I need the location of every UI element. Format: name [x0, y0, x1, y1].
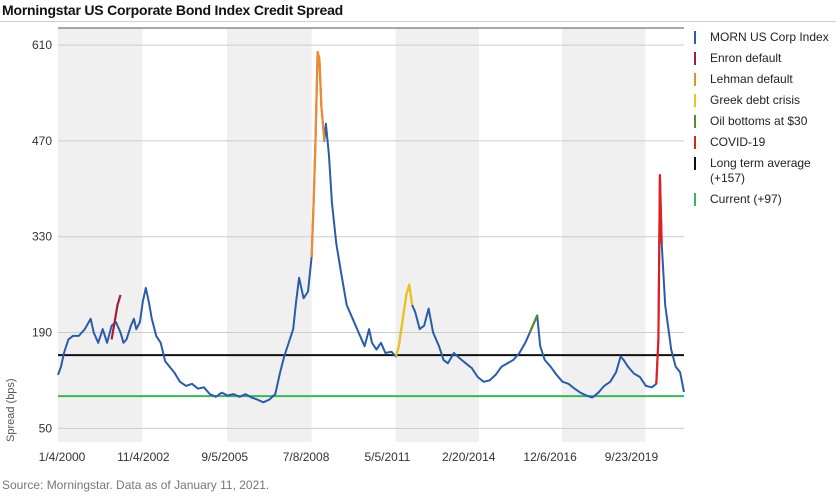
- legend-item: Current (+97): [692, 192, 836, 207]
- legend-label: Long term average (+157): [710, 156, 811, 185]
- legend-label: Enron default: [710, 51, 782, 65]
- legend-label: Oil bottoms at $30: [710, 114, 808, 128]
- series-line-3: [394, 283, 414, 357]
- legend-label: MORN US Corp Index: [710, 30, 829, 44]
- shaded-period-2: [395, 28, 479, 442]
- legend-label: Greek debt crisis: [710, 93, 801, 107]
- series-line-2: [310, 50, 326, 258]
- shaded-period-3: [561, 28, 646, 442]
- y-tick-label: 330: [32, 230, 52, 244]
- title-divider: [0, 21, 836, 22]
- legend-item: Long term average (+157): [692, 156, 836, 186]
- legend-swatch: [694, 73, 696, 86]
- series-lines: [57, 50, 685, 404]
- legend-item: MORN US Corp Index: [692, 30, 836, 45]
- reference-lines: [58, 354, 684, 398]
- shaded-period-0: [58, 28, 143, 442]
- spread-chart: 50 190 330 470 610 1/4/2000 11/4/2002 9/5/2005…: [5, 27, 685, 464]
- legend-item: Lehman default: [692, 72, 836, 87]
- legend-swatch: [694, 193, 696, 206]
- x-tick-label: 1/4/2000: [39, 450, 86, 464]
- y-axis-label: Spread (bps): [5, 378, 17, 442]
- x-tick-label: 11/4/2002: [117, 450, 170, 464]
- y-tick-label: 610: [32, 38, 52, 52]
- x-tick-label: 9/5/2005: [201, 450, 248, 464]
- legend-item: Enron default: [692, 51, 836, 66]
- legend-swatch: [694, 157, 696, 170]
- shaded-period-1: [227, 28, 312, 442]
- x-tick-label: 7/8/2008: [283, 450, 330, 464]
- y-tick-label: 190: [32, 326, 52, 340]
- y-tick-label: 50: [39, 421, 53, 435]
- series-line-1: [110, 294, 122, 340]
- shaded-periods: [58, 28, 646, 442]
- legend-swatch: [694, 115, 696, 128]
- legend-item: Greek debt crisis: [692, 93, 836, 108]
- series-line-0: [57, 51, 685, 404]
- legend-swatch: [694, 136, 696, 149]
- grid-lines: [58, 27, 684, 429]
- chart-title: Morningstar US Corporate Bond Index Cred…: [2, 2, 344, 18]
- legend-item: COVID-19: [692, 135, 836, 150]
- y-axis-ticks: 50 190 330 470 610: [32, 38, 52, 435]
- x-axis-ticks: 1/4/2000 11/4/2002 9/5/2005 7/8/2008 5/5/201…: [39, 450, 659, 464]
- source-note: Source: Morningstar. Data as of January …: [2, 478, 270, 492]
- legend-swatch: [694, 31, 696, 44]
- series-line-5: [655, 174, 663, 384]
- legend: MORN US Corp Index Enron default Lehman de…: [692, 30, 836, 213]
- series-line-4: [528, 314, 539, 333]
- y-tick-label: 470: [32, 134, 52, 148]
- legend-item: Oil bottoms at $30: [692, 114, 836, 129]
- legend-swatch: [694, 52, 696, 65]
- legend-label: COVID-19: [710, 135, 766, 149]
- x-tick-label: 9/23/2019: [605, 450, 659, 464]
- legend-label: Current (+97): [710, 192, 782, 206]
- x-tick-label: 2/20/2014: [442, 450, 496, 464]
- x-tick-label: 12/6/2016: [523, 450, 577, 464]
- legend-swatch: [694, 94, 696, 107]
- legend-label: Lehman default: [710, 72, 793, 86]
- x-tick-label: 5/5/2011: [364, 450, 410, 464]
